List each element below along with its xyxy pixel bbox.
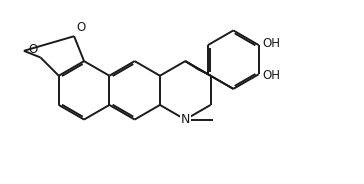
Text: O: O: [77, 21, 86, 34]
Text: O: O: [29, 43, 38, 56]
Text: OH: OH: [262, 37, 280, 50]
Text: N: N: [181, 113, 190, 126]
Text: OH: OH: [262, 69, 280, 82]
